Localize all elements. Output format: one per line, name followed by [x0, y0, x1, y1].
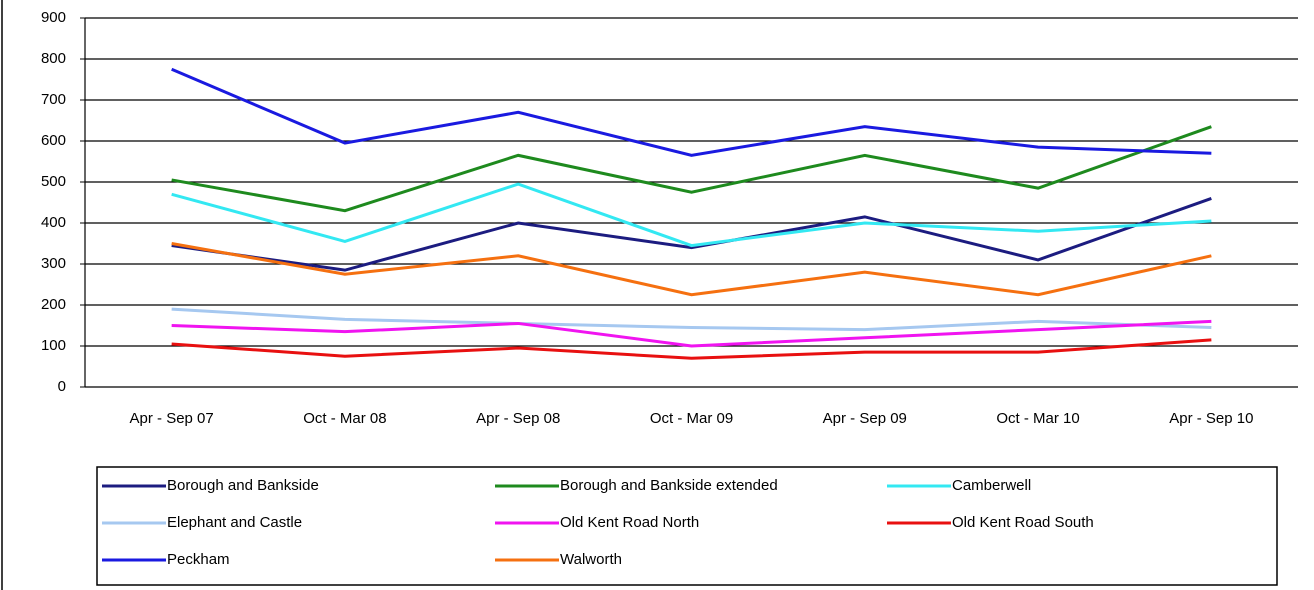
legend-label: Camberwell — [952, 477, 1031, 494]
legend-label: Borough and Bankside extended — [560, 477, 778, 494]
x-tick-label: Apr - Sep 07 — [130, 410, 214, 427]
series-line — [171, 242, 1212, 297]
x-tick-label: Apr - Sep 09 — [823, 410, 907, 427]
y-tick-label: 300 — [41, 255, 66, 272]
y-tick-label: 0 — [58, 378, 66, 395]
legend-label: Borough and Bankside — [167, 477, 319, 494]
x-tick-label: Apr - Sep 10 — [1169, 410, 1253, 427]
legend-label: Walworth — [560, 551, 622, 568]
y-tick-label: 100 — [41, 337, 66, 354]
x-tick-label: Oct - Mar 09 — [650, 410, 733, 427]
y-tick-label: 700 — [41, 91, 66, 108]
y-tick-label: 500 — [41, 173, 66, 190]
legend-label: Old Kent Road North — [560, 514, 699, 531]
series-line — [171, 67, 1212, 157]
series-line — [171, 196, 1212, 272]
legend-label: Old Kent Road South — [952, 514, 1094, 531]
legend-box — [96, 466, 1278, 586]
legend-label: Peckham — [167, 551, 230, 568]
series-line — [171, 182, 1212, 248]
y-tick-label: 400 — [41, 214, 66, 231]
y-tick-label: 900 — [41, 9, 66, 26]
y-tick-label: 800 — [41, 50, 66, 67]
x-tick-label: Oct - Mar 10 — [996, 410, 1079, 427]
y-tick-label: 200 — [41, 296, 66, 313]
series-line — [171, 125, 1212, 213]
legend-label: Elephant and Castle — [167, 514, 302, 531]
y-tick-label: 600 — [41, 132, 66, 149]
series-line — [171, 338, 1212, 360]
series-line — [171, 307, 1212, 332]
x-tick-label: Apr - Sep 08 — [476, 410, 560, 427]
series-line — [171, 319, 1212, 348]
x-tick-label: Oct - Mar 08 — [303, 410, 386, 427]
